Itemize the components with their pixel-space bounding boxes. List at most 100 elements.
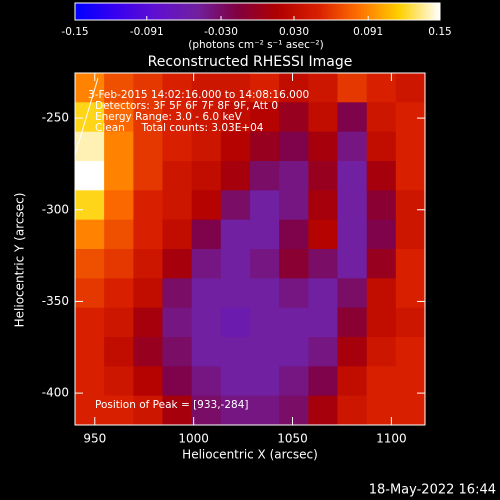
colorbar-tick-label: -0.15 bbox=[61, 26, 88, 38]
heatmap-cell bbox=[191, 307, 222, 338]
heatmap-cell bbox=[395, 131, 426, 162]
colorbar-swatch bbox=[394, 3, 398, 20]
y-tick-label: -250 bbox=[42, 111, 69, 125]
colorbar-tick-label: 0.15 bbox=[428, 26, 451, 38]
heatmap-cell bbox=[308, 131, 339, 162]
annotation: Energy Range: 3.0 - 6.0 keV bbox=[95, 111, 243, 123]
heatmap-cell bbox=[162, 307, 193, 338]
heatmap-cell bbox=[133, 307, 164, 338]
colorbar-swatch bbox=[163, 3, 167, 20]
heatmap-cell bbox=[133, 278, 164, 309]
heatmap-cell bbox=[395, 249, 426, 279]
heatmap-cell bbox=[162, 249, 193, 279]
colorbar-swatch bbox=[327, 3, 331, 20]
x-axis-label: Heliocentric X (arcsec) bbox=[182, 448, 318, 462]
colorbar-swatch bbox=[248, 3, 252, 20]
colorbar-swatch bbox=[81, 3, 85, 20]
colorbar-swatch bbox=[354, 3, 359, 20]
y-tick-label: -350 bbox=[42, 294, 69, 308]
colorbar-swatch bbox=[415, 3, 420, 20]
colorbar-swatch bbox=[294, 3, 298, 20]
heatmap-cell bbox=[133, 73, 164, 103]
colorbar-swatch bbox=[126, 3, 131, 20]
colorbar-swatch bbox=[208, 3, 213, 20]
colorbar-swatch bbox=[388, 3, 392, 20]
colorbar-swatch bbox=[266, 3, 271, 20]
heatmap-cell bbox=[104, 161, 134, 191]
heatmap-cell bbox=[104, 131, 134, 162]
heatmap-cell bbox=[250, 161, 280, 191]
colorbar-swatch bbox=[105, 3, 109, 20]
colorbar-swatch bbox=[272, 3, 277, 20]
colorbar-swatch bbox=[102, 3, 106, 20]
peak-label: Position of Peak = [933,-284] bbox=[95, 399, 249, 411]
heatmap-cell bbox=[366, 366, 397, 397]
heatmap-cell bbox=[220, 190, 251, 221]
heatmap-cell bbox=[162, 131, 193, 162]
colorbar-swatch bbox=[144, 3, 149, 20]
colorbar-swatch bbox=[123, 3, 128, 20]
colorbar-swatch bbox=[263, 3, 268, 20]
heatmap-cell bbox=[191, 337, 222, 367]
heatmap-cell bbox=[220, 131, 251, 162]
heatmap-cell bbox=[308, 337, 339, 367]
colorbar-swatch bbox=[205, 3, 210, 20]
colorbar-swatch bbox=[424, 3, 429, 20]
heatmap-cell bbox=[133, 190, 164, 221]
y-tick-label: -400 bbox=[42, 386, 69, 400]
colorbar-swatch bbox=[138, 3, 143, 20]
colorbar-swatch bbox=[360, 3, 365, 20]
heatmap-cell bbox=[337, 395, 368, 426]
heatmap-cell bbox=[337, 219, 368, 250]
colorbar-swatch bbox=[93, 3, 97, 20]
colorbar-swatch bbox=[348, 3, 353, 20]
heatmap-cell bbox=[133, 337, 164, 367]
heatmap-cell bbox=[337, 102, 368, 133]
heatmap-cell bbox=[104, 337, 134, 367]
colorbar-label: (photons cm⁻² s⁻¹ asec⁻²) bbox=[188, 39, 323, 51]
heatmap-cell bbox=[366, 249, 397, 279]
heatmap-cell bbox=[250, 337, 280, 367]
heatmap-cell bbox=[133, 219, 164, 250]
heatmap-cell bbox=[104, 366, 134, 397]
colorbar-frame bbox=[74, 2, 441, 21]
colorbar-swatch bbox=[403, 3, 408, 20]
colorbar-swatch bbox=[181, 3, 185, 20]
heatmap-cell bbox=[366, 131, 397, 162]
colorbar-swatch bbox=[290, 3, 295, 20]
heatmap-cell bbox=[279, 190, 309, 221]
colorbar-swatch bbox=[90, 3, 94, 20]
heatmap-cell bbox=[279, 307, 309, 338]
colorbar-swatch bbox=[342, 3, 347, 20]
heatmap-cell bbox=[250, 278, 280, 309]
colorbar-swatch bbox=[287, 3, 292, 20]
colorbar-swatch bbox=[242, 3, 246, 20]
x-tick-label: 1100 bbox=[376, 432, 407, 446]
colorbar-swatch bbox=[397, 3, 401, 20]
heatmap-cell bbox=[220, 395, 251, 426]
colorbar-swatch bbox=[135, 3, 140, 20]
colorbar-swatch bbox=[430, 3, 435, 20]
heatmap-cell bbox=[191, 131, 222, 162]
heatmap-cell bbox=[308, 102, 339, 133]
heatmap-cell bbox=[250, 219, 280, 250]
colorbar-swatch bbox=[233, 3, 237, 20]
colorbar-swatch bbox=[333, 3, 338, 20]
heatmap-cell bbox=[220, 73, 251, 103]
heatmap-cell bbox=[395, 73, 426, 103]
colorbar-swatch bbox=[300, 3, 304, 20]
heatmap-cell bbox=[279, 73, 309, 103]
heatmap-cell bbox=[191, 366, 222, 397]
y-tick-label: -300 bbox=[42, 202, 69, 216]
heatmap-cell bbox=[337, 161, 368, 191]
heatmap-cell bbox=[104, 307, 134, 338]
colorbar-swatch bbox=[214, 3, 219, 20]
colorbar-swatch bbox=[99, 3, 103, 20]
colorbar-swatch bbox=[239, 3, 243, 20]
heatmap-cell bbox=[308, 307, 339, 338]
colorbar-tick-label: 0.091 bbox=[353, 26, 383, 38]
limb-line bbox=[74, 77, 99, 156]
heatmap-cell bbox=[220, 278, 251, 309]
heatmap-cell bbox=[75, 219, 105, 250]
